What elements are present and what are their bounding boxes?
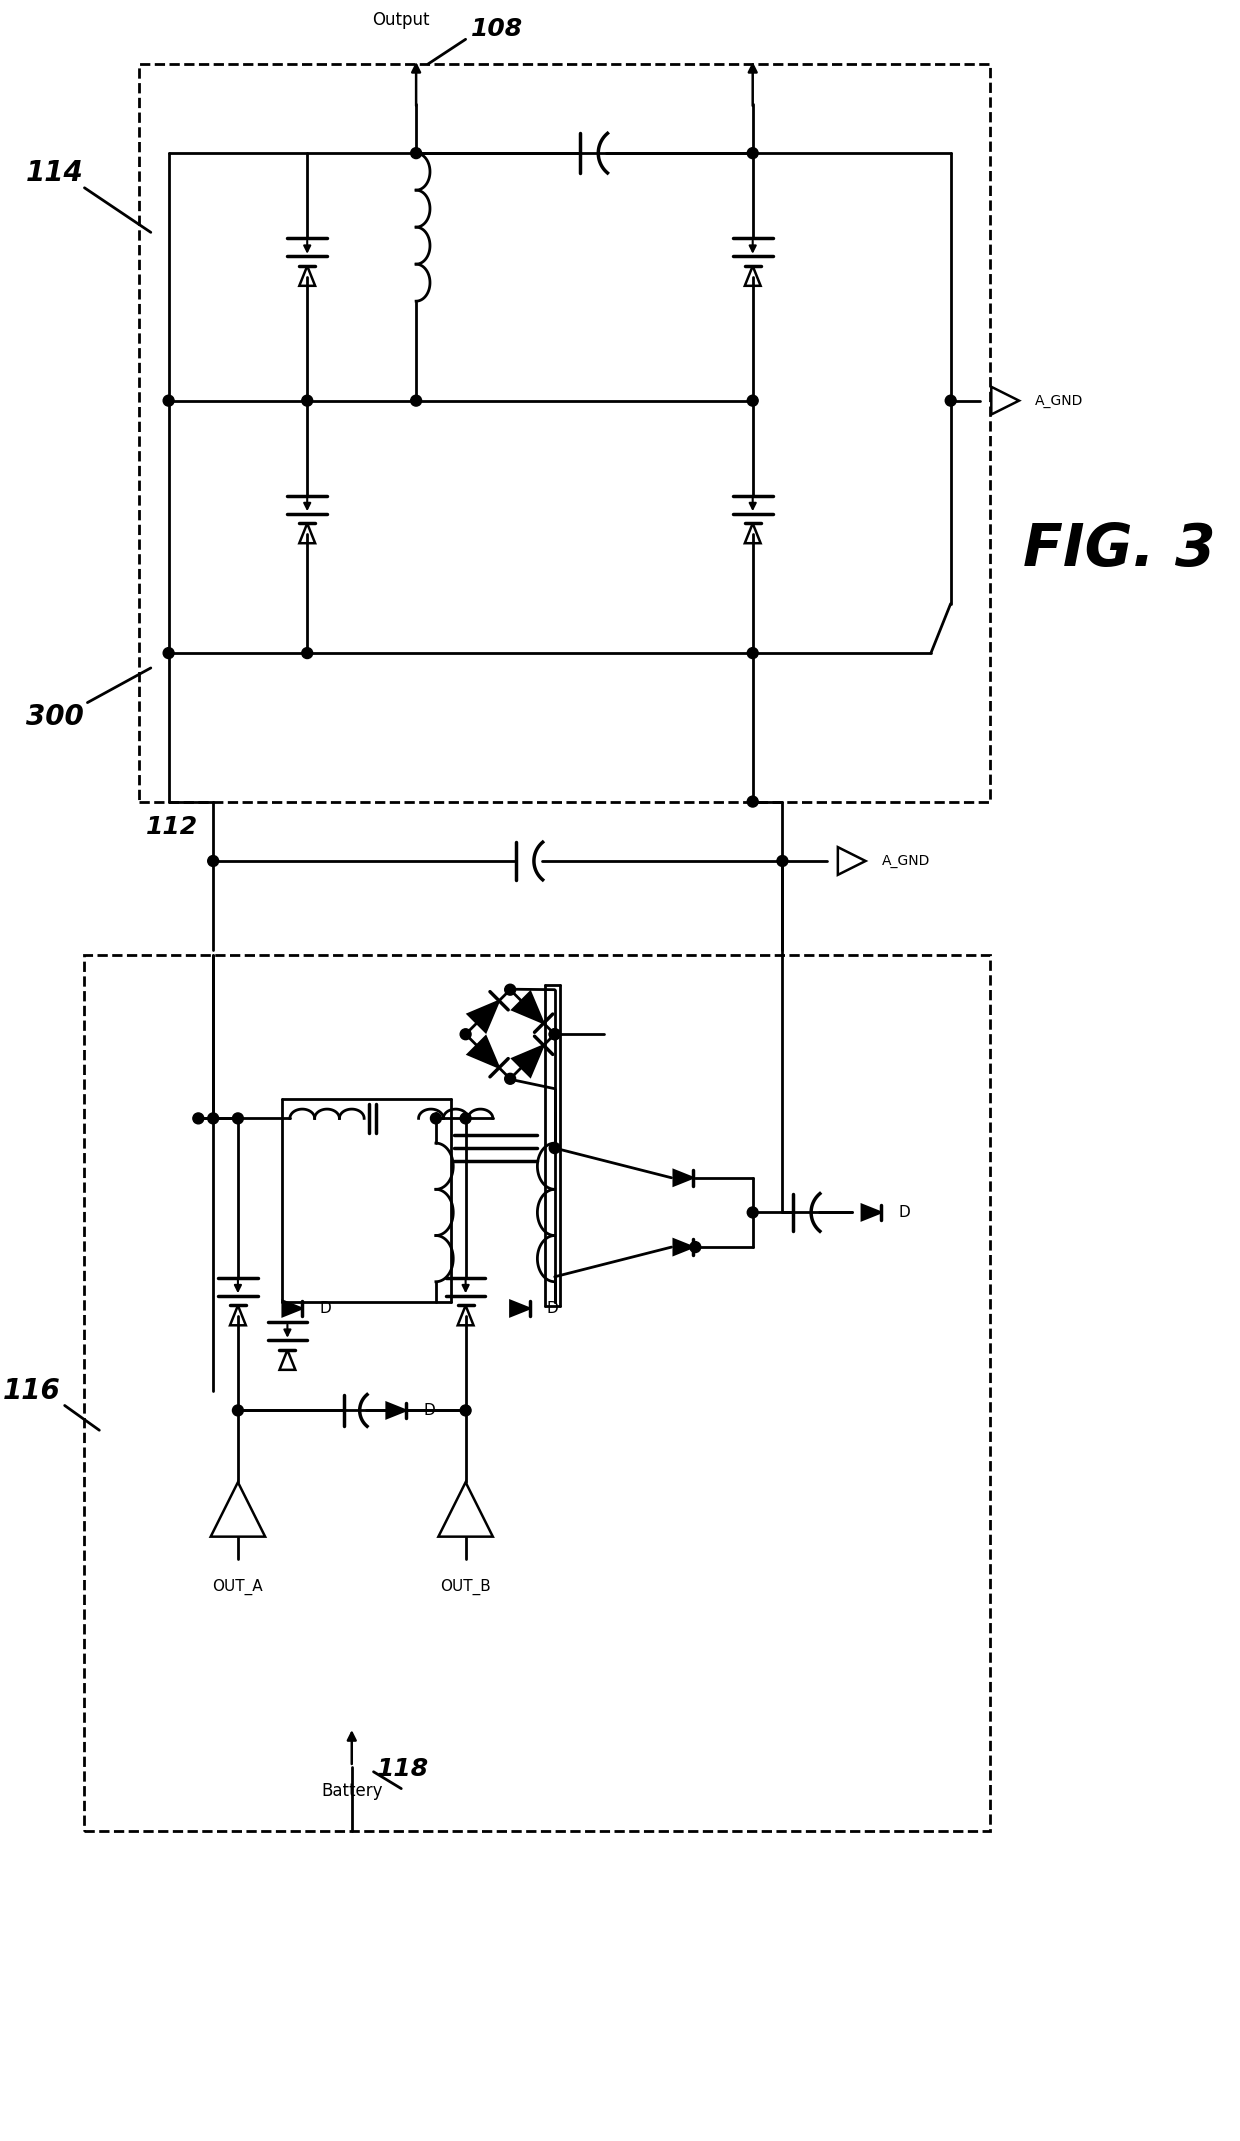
Circle shape <box>193 1113 203 1124</box>
Text: 116: 116 <box>4 1377 61 1404</box>
Polygon shape <box>512 991 543 1023</box>
Polygon shape <box>387 1402 407 1417</box>
Circle shape <box>549 1143 560 1154</box>
Text: D: D <box>423 1402 435 1417</box>
Circle shape <box>232 1113 243 1124</box>
Text: Battery: Battery <box>321 1781 382 1801</box>
Text: D: D <box>547 1302 558 1317</box>
Circle shape <box>689 1242 701 1252</box>
Circle shape <box>748 396 758 407</box>
Polygon shape <box>673 1240 693 1255</box>
Circle shape <box>505 1073 516 1083</box>
Circle shape <box>430 1113 441 1124</box>
Circle shape <box>232 1404 243 1415</box>
Circle shape <box>748 1208 758 1218</box>
Circle shape <box>945 396 956 407</box>
Circle shape <box>460 1113 471 1124</box>
Circle shape <box>208 856 218 867</box>
Circle shape <box>410 148 422 158</box>
Text: 114: 114 <box>26 158 83 186</box>
Text: 112: 112 <box>146 816 198 839</box>
Text: Output: Output <box>372 11 430 30</box>
Polygon shape <box>467 1036 498 1068</box>
Circle shape <box>748 148 758 158</box>
Circle shape <box>460 1404 471 1415</box>
Circle shape <box>549 1030 560 1041</box>
Polygon shape <box>467 1000 498 1032</box>
Circle shape <box>208 1113 218 1124</box>
Polygon shape <box>862 1205 882 1220</box>
Circle shape <box>549 1030 560 1041</box>
Text: A_GND: A_GND <box>1035 394 1084 407</box>
Text: FIG. 3: FIG. 3 <box>1023 520 1215 578</box>
Text: D: D <box>319 1302 331 1317</box>
Circle shape <box>505 985 516 996</box>
Circle shape <box>164 396 174 407</box>
Text: D: D <box>898 1205 910 1220</box>
Circle shape <box>301 396 312 407</box>
Circle shape <box>777 856 787 867</box>
Text: 108: 108 <box>470 17 523 41</box>
Text: OUT_A: OUT_A <box>212 1578 263 1595</box>
Text: A_GND: A_GND <box>882 854 930 867</box>
Circle shape <box>164 647 174 659</box>
Circle shape <box>301 647 312 659</box>
Circle shape <box>410 396 422 407</box>
Circle shape <box>748 796 758 807</box>
Text: 118: 118 <box>377 1758 429 1781</box>
Circle shape <box>748 647 758 659</box>
Polygon shape <box>510 1300 529 1317</box>
Polygon shape <box>283 1300 303 1317</box>
Text: OUT_B: OUT_B <box>440 1578 491 1595</box>
Text: 300: 300 <box>26 704 83 732</box>
Polygon shape <box>673 1169 693 1186</box>
Circle shape <box>460 1030 471 1041</box>
Polygon shape <box>512 1045 543 1077</box>
